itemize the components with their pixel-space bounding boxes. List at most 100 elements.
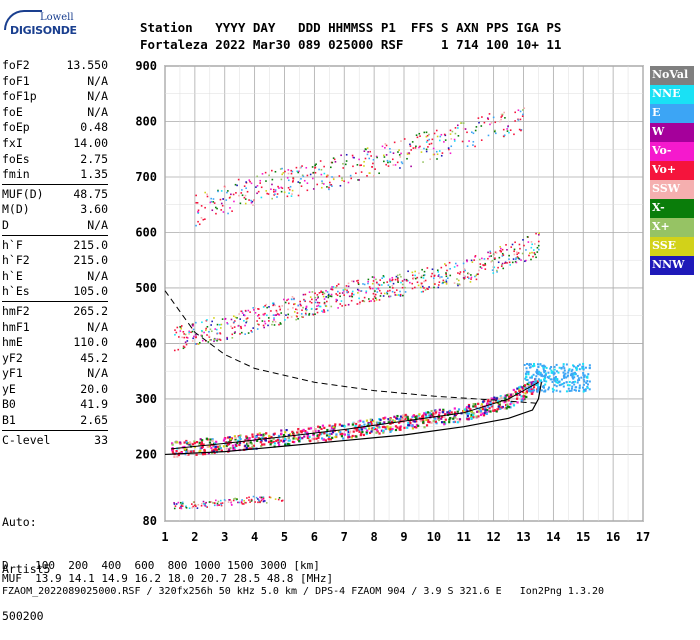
echo-point (216, 445, 219, 448)
echo-point (537, 371, 540, 374)
echo-point (237, 178, 240, 181)
echo-point (318, 292, 321, 294)
echo-point (458, 273, 461, 275)
echo-point (291, 189, 294, 192)
echo-point (210, 501, 213, 503)
echo-point (304, 293, 307, 296)
echo-point (464, 128, 467, 130)
echo-point (378, 422, 382, 425)
echo-point (417, 424, 420, 427)
echo-point (371, 429, 374, 432)
echo-point (261, 173, 264, 175)
echo-point (410, 149, 412, 151)
echo-point (547, 376, 550, 379)
echo-point (376, 430, 379, 433)
echo-point (475, 126, 478, 128)
echo-point (502, 254, 505, 256)
echo-point (462, 409, 465, 412)
echo-point (175, 450, 178, 453)
echo-point (473, 259, 475, 261)
echo-point (531, 375, 534, 378)
echo-point (372, 419, 375, 423)
echo-point (330, 426, 333, 430)
echo-point (578, 368, 581, 371)
echo-point (288, 192, 290, 194)
echo-point (323, 311, 326, 313)
echo-point (258, 437, 262, 440)
echo-point (237, 325, 240, 327)
echo-point (344, 428, 348, 432)
echo-point (397, 294, 400, 296)
echo-point (466, 260, 468, 263)
echo-point (326, 186, 328, 188)
echo-point (437, 271, 439, 273)
echo-point (301, 174, 304, 177)
echo-point (513, 250, 515, 253)
echo-point (494, 251, 497, 254)
echo-point (233, 448, 236, 452)
echo-point (183, 445, 186, 449)
echo-point (235, 192, 237, 194)
ionogram-plot: 1 2 3 4 5 6 7 8 9 10 11 12 13 14 15 16 17802003004005006… (135, 59, 650, 544)
echo-point (459, 271, 462, 273)
echo-point (200, 504, 203, 507)
echo-point (375, 421, 378, 424)
echo-point (194, 343, 197, 345)
echo-point (462, 262, 465, 265)
echo-point (436, 158, 438, 160)
echo-point (532, 365, 535, 368)
y-tick-label: 700 (135, 170, 157, 184)
echo-point (402, 416, 406, 419)
param-value: N/A (87, 319, 108, 334)
echo-point (586, 383, 589, 386)
echo-point (558, 366, 561, 369)
echo-point (401, 283, 404, 286)
echo-point (241, 194, 244, 197)
echo-point (287, 442, 290, 446)
echo-point (334, 435, 337, 439)
echo-point (330, 288, 332, 290)
echo-point (432, 153, 435, 156)
echo-point (223, 437, 226, 440)
echo-point (457, 127, 459, 129)
echo-point (527, 388, 530, 391)
header-line2: Fortaleza 2022 Mar30 089 025000 RSF 1 71… (140, 37, 562, 52)
echo-point (197, 503, 200, 506)
echo-point (293, 435, 296, 438)
echo-point (352, 422, 356, 425)
echo-point (281, 167, 283, 170)
echo-point (350, 436, 353, 439)
echo-point (422, 274, 425, 277)
echo-point (263, 443, 266, 446)
echo-point (535, 370, 538, 373)
echo-point (353, 156, 355, 159)
echo-point (176, 441, 179, 444)
echo-point (252, 444, 256, 447)
echo-point (547, 371, 550, 374)
echo-point (262, 500, 265, 503)
echo-point (456, 264, 459, 267)
echo-point (214, 442, 217, 445)
echo-point (222, 198, 224, 200)
echo-point (425, 131, 428, 134)
echo-point (419, 135, 421, 137)
echo-point (320, 173, 323, 176)
echo-point (332, 177, 335, 179)
echo-point (435, 129, 438, 132)
echo-point (358, 158, 360, 161)
echo-point (232, 499, 235, 502)
param-value: 3.60 (80, 202, 108, 217)
echo-point (433, 132, 436, 135)
echo-point (404, 291, 407, 293)
echo-point (383, 276, 385, 278)
echo-point (320, 186, 323, 189)
echo-point (368, 422, 371, 426)
echo-point (219, 198, 222, 201)
echo-point (448, 409, 452, 413)
echo-point (247, 442, 250, 445)
echo-point (239, 202, 242, 205)
echo-point (435, 422, 438, 425)
echo-point (212, 198, 215, 200)
echo-point (512, 388, 515, 392)
echo-point (544, 369, 547, 372)
